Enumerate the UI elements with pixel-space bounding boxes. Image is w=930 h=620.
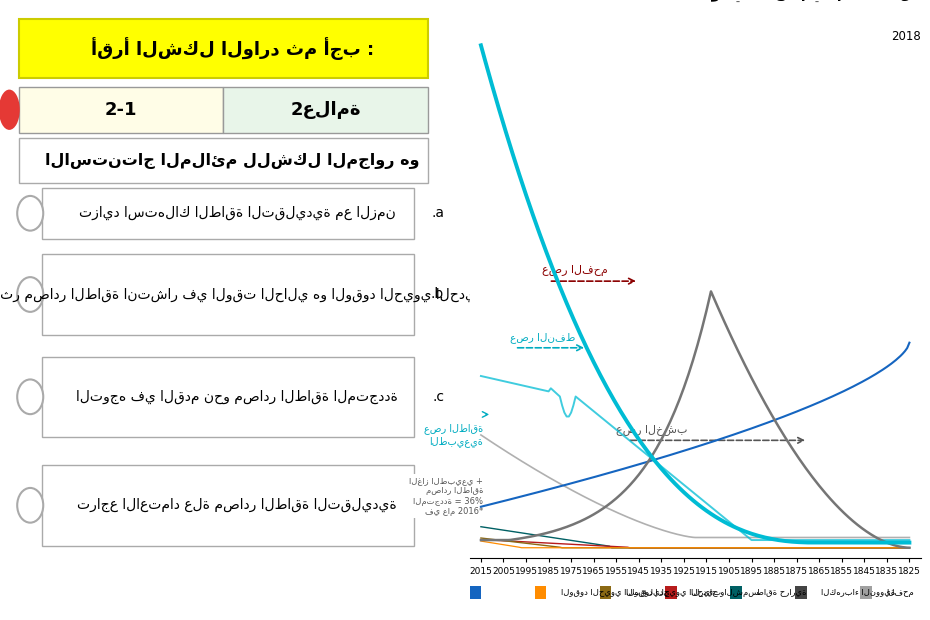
Text: الفحم: الفحم [886, 588, 914, 596]
Bar [223, 87, 428, 133]
Text: أقرأ الشكل الوارد ثم أجب :: أقرأ الشكل الوارد ثم أجب : [91, 37, 374, 60]
Bar [19, 19, 428, 78]
Bar [42, 465, 414, 546]
Text: .d: .d [431, 498, 444, 512]
Bar [665, 585, 676, 599]
Bar [19, 87, 223, 133]
Bar [535, 585, 546, 599]
Bar [42, 254, 414, 335]
Text: الاستنتاج الملائم للشكل المجاور هو: الاستنتاج الملائم للشكل المجاور هو [46, 153, 419, 169]
Text: الأولية العالمية من الطاقة: الأولية العالمية من الطاقة [690, 0, 921, 4]
Text: 2علامة: 2علامة [290, 100, 361, 119]
Text: الكهرباء النووية: الكهرباء النووية [821, 588, 896, 596]
Text: الوقود الحيوي الحديث: الوقود الحيوي الحديث [626, 588, 721, 596]
Text: .c: .c [432, 390, 444, 404]
Text: تزايد استهلاك الطاقة التقليدية مع الزمن: تزايد استهلاك الطاقة التقليدية مع الزمن [79, 206, 395, 220]
Text: .b: .b [431, 288, 444, 301]
Circle shape [18, 379, 43, 414]
Text: عصر الفحم: عصر الفحم [542, 265, 607, 276]
Bar [470, 585, 482, 599]
Bar [860, 585, 871, 599]
Text: عصر الطاقة
الطبيعية: عصر الطاقة الطبيعية [424, 423, 484, 446]
Text: الغاز الطبيعي +
مصادر الطاقة
المتجددة = 36%
في عام 2016*: الغاز الطبيعي + مصادر الطاقة المتجددة = … [409, 476, 484, 516]
Text: 2018: 2018 [891, 30, 921, 43]
Bar [42, 188, 414, 239]
Text: اكثر مصادر الطاقة انتشار في الوقت الحالي هو الوقود الحيوي الحديث: اكثر مصادر الطاقة انتشار في الوقت الحالي… [0, 288, 489, 301]
Text: التوجه في القدم نحو مصادر الطاقة المتجددة: التوجه في القدم نحو مصادر الطاقة المتجدد… [76, 390, 398, 404]
Text: عصر الخشب: عصر الخشب [617, 424, 688, 435]
Text: طاقة حرارية: طاقة حرارية [756, 588, 806, 596]
Bar [795, 585, 806, 599]
Text: عصر النفط: عصر النفط [511, 332, 576, 343]
Circle shape [18, 277, 43, 312]
Circle shape [18, 488, 43, 523]
Text: 2-1: 2-1 [105, 100, 137, 119]
Text: .a: .a [432, 206, 444, 220]
Bar [600, 585, 611, 599]
Bar [730, 585, 741, 599]
Ellipse shape [0, 90, 20, 130]
Text: الوقود الحيوي التقليدي: الوقود الحيوي التقليدي [561, 588, 670, 596]
Text: تراجع الاعتماد علة مصادر الطاقة التقليدية: تراجع الاعتماد علة مصادر الطاقة التقليدي… [77, 498, 397, 512]
Text: الرياح والشمس: الرياح والشمس [691, 588, 758, 596]
Bar [42, 356, 414, 437]
Circle shape [18, 196, 43, 231]
Bar [19, 138, 428, 183]
